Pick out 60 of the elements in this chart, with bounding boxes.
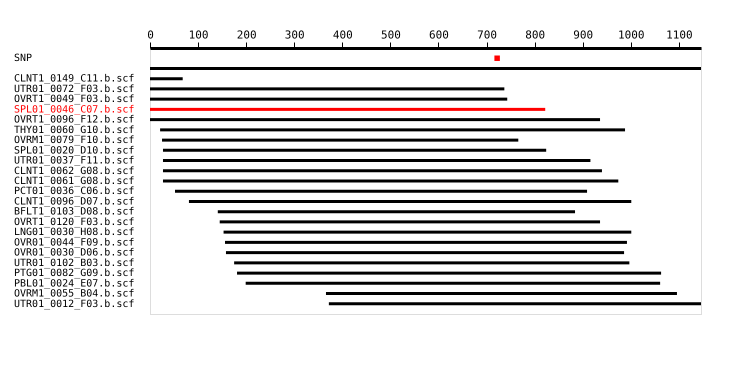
x-tick-label: 200: [236, 28, 257, 42]
x-tick-label: 900: [573, 28, 594, 42]
y-tick-label: SPL01_0046_C07.b.scf: [14, 104, 134, 116]
y-tick-label: LNG01_0030_H08.b.scf: [14, 227, 134, 238]
bar: [160, 128, 626, 132]
x-tick-label: 700: [477, 28, 497, 42]
bar: [162, 148, 546, 152]
y-tick-label: PBL01_0024_E07.b.scf: [14, 278, 134, 290]
bar: [328, 302, 701, 306]
bar: [175, 190, 588, 193]
bar: [246, 282, 660, 285]
y-tick-label: UTR01_0102_B03.b.scf: [14, 258, 134, 269]
y-tick-label: UTR01_0037_F11.b.scf: [14, 156, 134, 167]
y-tick-label: CLNT1_0061_G08.b.scf: [14, 176, 134, 187]
x-tick-label: 100: [188, 28, 209, 42]
y-tick-label: OVR01_0030_D06.b.scf: [14, 248, 134, 259]
bar: [150, 66, 701, 70]
y-tick-label: CLNT1_0062_G08.b.scf: [14, 166, 134, 177]
y-tick-label: UTR01_0012_F03.b.scf: [14, 298, 134, 310]
y-tick-label: OVRT1_0049_F03.b.scf: [14, 94, 134, 106]
y-tick-label: CLNT1_0096_D07.b.scf: [14, 196, 134, 208]
x-tick-label: 300: [284, 28, 305, 42]
bar: [220, 220, 600, 224]
x-tick-label: 1100: [666, 28, 693, 42]
y-tick-label: PCT01_0036_C06.b.scf: [14, 186, 134, 198]
y-tick-label: THY01_0060_G10.b.scf: [14, 124, 134, 136]
bar: [150, 77, 183, 80]
y-tick-label: OVR01_0044_F09.b.scf: [14, 237, 134, 248]
y-tick-label: OVRT1_0096_F12.b.scf: [14, 114, 134, 126]
x-tick-label: 1000: [618, 28, 645, 42]
bar: [162, 169, 602, 172]
bar: [162, 138, 518, 142]
bar: [188, 200, 632, 203]
x-tick-label: 0: [147, 28, 154, 42]
bar: [150, 98, 508, 101]
bar: [150, 87, 504, 90]
bar: [162, 159, 590, 162]
y-tick-label: SPL01_0020_D10.b.scf: [14, 145, 134, 156]
bar: [234, 261, 630, 264]
y-tick-label: OVRM1_0079_F10.b.scf: [14, 135, 134, 146]
y-tick-label: SNP: [14, 53, 32, 64]
x-tick-label: 400: [332, 28, 353, 42]
x-tick-label: 600: [429, 28, 449, 42]
bar: [224, 230, 632, 234]
bar: [237, 272, 662, 275]
y-tick-label: UTR01_0072_F03.b.scf: [14, 84, 134, 95]
bar: [218, 210, 576, 214]
bar: [162, 180, 618, 182]
bar: [226, 251, 624, 254]
bar: [225, 240, 627, 244]
y-tick-label: OVRM1_0055_B04.b.scf: [14, 288, 134, 300]
y-tick-label: PTG01_0082_G09.b.scf: [14, 268, 134, 280]
y-tick-label: OVRT1_0120_F03.b.scf: [14, 216, 134, 228]
y-tick-label: CLNT1_0149_C11.b.scf: [14, 74, 134, 85]
bar: [150, 108, 546, 111]
x-tick-label: 800: [525, 28, 546, 42]
bar: [150, 118, 600, 122]
bar: [326, 292, 677, 296]
y-tick-label: BFLT1_0103_D08.b.scf: [14, 206, 134, 218]
x-tick-label: 500: [380, 28, 401, 42]
